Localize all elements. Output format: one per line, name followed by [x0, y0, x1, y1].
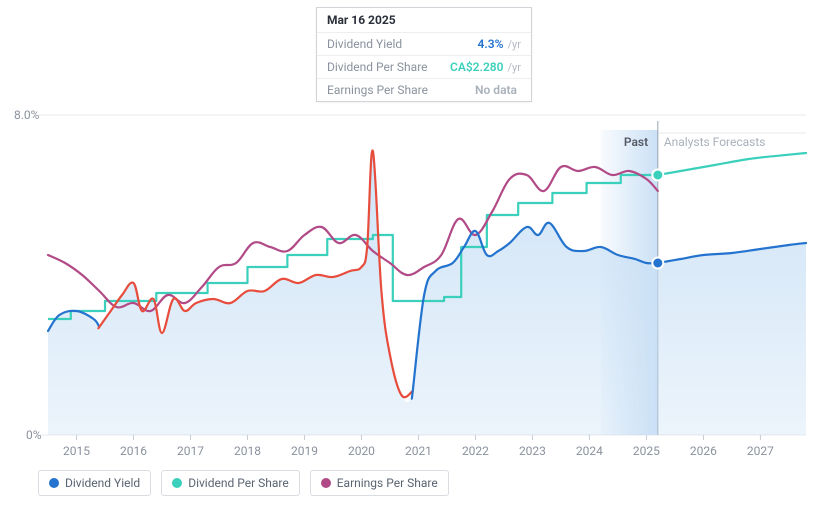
svg-text:2025: 2025: [633, 444, 660, 458]
past-zone-label: Past: [624, 135, 648, 149]
legend-dot-icon: [49, 478, 59, 488]
forecast-zone-label: Analysts Forecasts: [664, 135, 766, 149]
tooltip-label: Earnings Per Share: [327, 83, 475, 97]
svg-text:2022: 2022: [462, 444, 489, 458]
legend-item-earnings-per-share[interactable]: Earnings Per Share: [310, 470, 449, 496]
legend-label: Earnings Per Share: [337, 476, 438, 490]
legend-label: Dividend Per Share: [188, 476, 289, 490]
tooltip-row-dividend-yield: Dividend Yield 4.3% /yr: [317, 33, 531, 56]
tooltip-value: CA$2.280: [450, 60, 504, 74]
svg-text:2019: 2019: [291, 444, 318, 458]
legend-item-dividend-per-share[interactable]: Dividend Per Share: [161, 470, 300, 496]
tooltip-row-dividend-per-share: Dividend Per Share CA$2.280 /yr: [317, 56, 531, 79]
tooltip-unit: /yr: [508, 61, 521, 74]
dividend-chart: 2015 2016 2017 2018 2019 2020 2021 2022 2023 2024…: [0, 0, 821, 508]
tooltip-unit: /yr: [508, 38, 521, 51]
legend-label: Dividend Yield: [65, 476, 140, 490]
svg-text:2018: 2018: [234, 444, 261, 458]
legend-dot-icon: [321, 478, 331, 488]
tooltip-label: Dividend Per Share: [327, 60, 450, 74]
svg-text:2015: 2015: [63, 444, 90, 458]
svg-text:2021: 2021: [405, 444, 432, 458]
y-axis-min-label: 0%: [26, 428, 42, 442]
svg-text:2023: 2023: [519, 444, 546, 458]
legend-dot-icon: [172, 478, 182, 488]
tooltip-value: 4.3%: [478, 37, 504, 51]
tooltip-label: Dividend Yield: [327, 37, 478, 51]
svg-text:2016: 2016: [120, 444, 147, 458]
svg-text:2027: 2027: [747, 444, 774, 458]
svg-text:2026: 2026: [690, 444, 717, 458]
chart-legend: Dividend Yield Dividend Per Share Earnin…: [38, 470, 449, 496]
svg-text:2020: 2020: [348, 444, 375, 458]
legend-item-dividend-yield[interactable]: Dividend Yield: [38, 470, 151, 496]
y-axis-max-label: 8.0%: [14, 108, 39, 122]
svg-text:2017: 2017: [177, 444, 204, 458]
svg-text:2024: 2024: [576, 444, 603, 458]
tooltip-value: No data: [475, 83, 517, 97]
tooltip-row-earnings-per-share: Earnings Per Share No data: [317, 79, 531, 101]
chart-tooltip: Mar 16 2025 Dividend Yield 4.3% /yr Divi…: [316, 7, 532, 102]
tooltip-date: Mar 16 2025: [317, 8, 531, 33]
